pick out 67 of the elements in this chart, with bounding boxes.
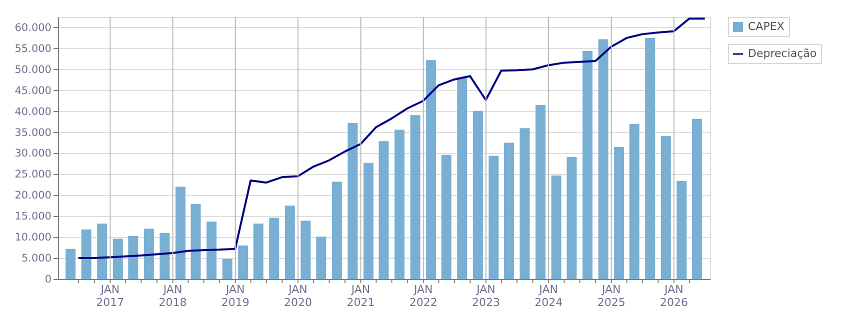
- bar: [66, 248, 76, 279]
- bar: [300, 220, 311, 279]
- bar: [128, 236, 138, 279]
- bar: [582, 50, 593, 279]
- bar: [488, 156, 499, 279]
- bar: [520, 128, 530, 279]
- legend-label: CAPEX: [748, 20, 785, 33]
- y-tick-label: 50.000: [14, 64, 52, 76]
- bar: [692, 118, 702, 279]
- x-tick-label: JAN 2026: [660, 283, 688, 309]
- bar: [238, 245, 248, 279]
- x-tick-label: JAN 2022: [409, 283, 438, 309]
- bar: [614, 146, 624, 279]
- x-tick-label: JAN 2023: [472, 283, 500, 309]
- bar: [81, 230, 92, 279]
- bar: [410, 115, 420, 279]
- x-tick-label: JAN 2025: [597, 283, 626, 309]
- bar: [566, 157, 577, 279]
- y-tick-label: 40.000: [14, 106, 52, 118]
- bar: [551, 175, 562, 279]
- legend-label: Depreciação: [748, 47, 817, 60]
- x-tick-label: JAN 2019: [221, 283, 250, 309]
- y-tick-label: 10.000: [14, 232, 52, 244]
- bar: [112, 238, 123, 279]
- bar: [222, 258, 232, 279]
- bar: [629, 124, 640, 279]
- y-tick-label: 45.000: [14, 84, 52, 97]
- y-tick-label: 0: [44, 274, 52, 286]
- y-tick-label: 25.000: [14, 168, 52, 181]
- bar: [144, 228, 154, 279]
- x-tick-label: JAN 2017: [96, 283, 124, 309]
- bar: [190, 204, 201, 279]
- x-tick-label: JAN 2021: [346, 283, 375, 309]
- bar: [457, 77, 468, 279]
- bar: [472, 110, 483, 279]
- y-tick-label: 20.000: [14, 190, 52, 202]
- bar: [175, 186, 186, 279]
- bar: [160, 232, 170, 279]
- x-tick-label: JAN 2020: [284, 283, 312, 309]
- bar: [504, 142, 514, 279]
- y-tick-label: 55.000: [14, 42, 52, 55]
- bar: [426, 60, 436, 279]
- x-tick-label: JAN 2024: [534, 283, 563, 309]
- y-tick-label: 5.000: [21, 252, 52, 265]
- y-tick-label: 30.000: [14, 148, 52, 160]
- bar: [332, 182, 342, 279]
- bar: [97, 224, 108, 279]
- bar: [676, 180, 687, 279]
- y-tick-label: 60.000: [14, 22, 52, 34]
- bar: [441, 154, 452, 279]
- y-tick-label: 15.000: [14, 210, 52, 223]
- bar: [284, 206, 295, 279]
- x-tick-label: JAN 2018: [158, 283, 187, 309]
- line-series: [77, 18, 706, 260]
- bar: [253, 224, 264, 279]
- bar: [536, 105, 546, 279]
- bar: [394, 130, 405, 279]
- bar: [645, 38, 656, 279]
- bar: [348, 123, 358, 279]
- bar: [316, 236, 326, 279]
- bar: [660, 136, 671, 279]
- bar: [363, 162, 374, 279]
- y-tick-label: 35.000: [14, 126, 52, 139]
- bar: [378, 141, 389, 279]
- bar: [269, 218, 280, 279]
- bar: [206, 222, 217, 279]
- bar: [598, 39, 608, 279]
